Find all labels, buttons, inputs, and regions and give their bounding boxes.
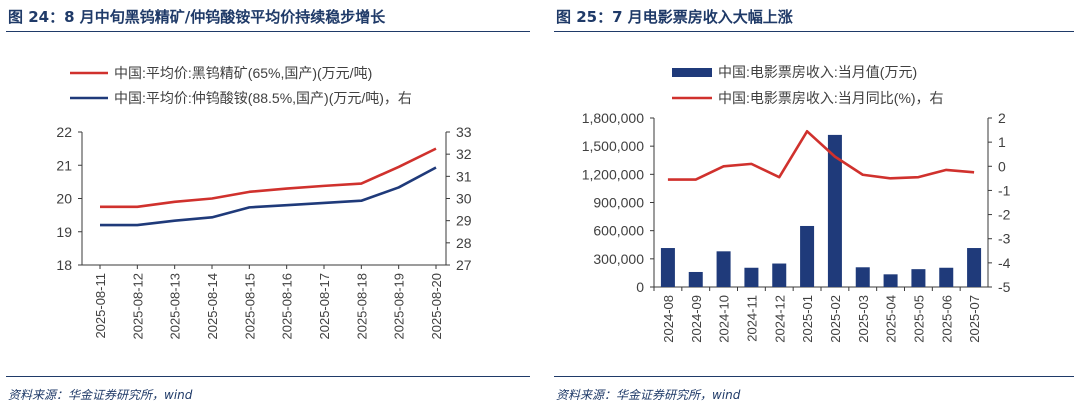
box-office-bar — [827, 134, 842, 287]
left-y-tick-label: 20 — [56, 191, 72, 207]
right-y-tick-label: 30 — [456, 191, 472, 207]
left-y-tick-label: 900,000 — [593, 195, 644, 211]
right-y-tick-label: 27 — [456, 257, 472, 273]
x-tick-label: 2025-08-12 — [130, 273, 145, 340]
right-y-tick-label: -5 — [998, 279, 1011, 295]
right-source-note: 资料来源：华金证券研究所，wind — [556, 388, 741, 402]
left-y-tick-label: 21 — [56, 157, 72, 173]
box-office-bar — [911, 269, 926, 287]
left-y-tick-label: 22 — [56, 124, 72, 140]
left-y-tick-label: 1,200,000 — [582, 166, 644, 182]
right-y-tick-label: 31 — [456, 168, 472, 184]
left-title-rule — [6, 31, 530, 32]
x-tick-label: 2025-06 — [939, 295, 954, 343]
right-y-tick-label: 33 — [456, 124, 472, 140]
legend-label: 中国:平均价:仲钨酸铵(88.5%,国产)(万元/吨)，右 — [114, 90, 412, 106]
box-office-bar — [967, 248, 982, 287]
left-bottom-rule — [6, 376, 530, 377]
box-office-bar — [800, 225, 815, 287]
box-office-bar — [772, 263, 787, 287]
right-y-tick-label: 0 — [998, 158, 1006, 174]
x-tick-label: 2025-08-13 — [168, 273, 183, 340]
left-source-note: 资料来源：华金证券研究所，wind — [8, 388, 193, 402]
x-tick-label: 2025-03 — [856, 295, 871, 343]
left-figure-title: 图 24：8 月中旬黑钨精矿/仲钨酸铵平均价持续稳步增长 — [8, 8, 386, 26]
legend-label: 中国:电影票房收入:当月值(万元) — [718, 64, 917, 80]
yoy-growth-line — [667, 129, 975, 181]
box-office-bar — [855, 267, 870, 287]
x-tick-label: 2025-08-11 — [93, 273, 108, 339]
legend-label: 中国:电影票房收入:当月同比(%)，右 — [718, 90, 944, 106]
x-tick-label: 2025-08-20 — [429, 273, 444, 340]
right-y-tick-label: 32 — [456, 146, 472, 162]
x-tick-label: 2024-09 — [689, 295, 704, 343]
legend-label: 中国:平均价:黑钨精矿(65%,国产)(万元/吨) — [114, 65, 372, 81]
box-office-bar — [688, 271, 703, 287]
x-tick-label: 2025-08-15 — [242, 273, 257, 340]
right-y-tick-label: -4 — [998, 255, 1011, 271]
x-tick-label: 2024-08 — [661, 295, 676, 343]
x-tick-label: 2024-11 — [744, 295, 759, 342]
x-tick-label: 2024-12 — [772, 295, 787, 343]
box-office-bar — [939, 267, 954, 287]
left-y-tick-label: 1,500,000 — [582, 138, 644, 154]
box-office-bar — [883, 274, 898, 287]
box-office-bar — [660, 248, 675, 287]
right-y-tick-label: -1 — [998, 182, 1011, 198]
right-figure: 图 25：7 月电影票房收入大幅上涨 0 300,000 600,000 900,00… — [548, 0, 1080, 412]
x-tick-label: 2025-08-14 — [205, 273, 220, 340]
x-tick-label: 2025-08-18 — [354, 273, 369, 340]
right-y-tick-label: -2 — [998, 207, 1011, 223]
right-y-tick-label: -3 — [998, 231, 1011, 247]
left-y-tick-label: 1,800,000 — [582, 110, 644, 126]
x-tick-label: 2025-01 — [800, 295, 815, 343]
left-y-tick-label: 600,000 — [593, 223, 644, 239]
right-bottom-rule — [554, 376, 1074, 377]
apt-price-line — [100, 166, 437, 227]
left-y-tick-label: 0 — [636, 279, 644, 295]
tungsten-price-line-chart: 18 19 20 21 22 27 28 29 30 31 32 33 2025-08-11 2025-0… — [56, 65, 472, 340]
x-tick-label: 2024-10 — [717, 295, 732, 343]
box-office-bar — [744, 267, 759, 287]
left-y-tick-label: 18 — [56, 257, 72, 273]
x-tick-label: 2025-02 — [828, 295, 843, 343]
x-tick-label: 2025-08-17 — [317, 273, 332, 340]
right-y-tick-label: 29 — [456, 213, 472, 229]
x-tick-label: 2025-08-16 — [280, 273, 295, 340]
right-figure-title: 图 25：7 月电影票房收入大幅上涨 — [556, 8, 793, 26]
x-tick-label: 2025-08-19 — [392, 273, 407, 340]
legend-swatch-bar — [672, 68, 712, 77]
right-title-rule — [554, 31, 1074, 32]
x-tick-label: 2025-05 — [911, 295, 926, 343]
x-tick-label: 2025-04 — [884, 295, 899, 343]
left-figure: 图 24：8 月中旬黑钨精矿/仲钨酸铵平均价持续稳步增长 18 19 20 21 22 2… — [0, 0, 536, 412]
box-office-bar-line-chart: 0 300,000 600,000 900,000 1,200,000 1,500,000… — [582, 64, 1011, 343]
right-y-tick-label: 28 — [456, 235, 472, 251]
left-y-tick-label: 300,000 — [593, 251, 644, 267]
box-office-bar — [716, 251, 731, 287]
right-y-tick-label: 2 — [998, 110, 1006, 126]
x-tick-label: 2025-07 — [967, 295, 982, 343]
wolframite-price-line — [100, 147, 437, 209]
left-y-tick-label: 19 — [56, 224, 72, 240]
right-y-tick-label: 1 — [998, 134, 1006, 150]
